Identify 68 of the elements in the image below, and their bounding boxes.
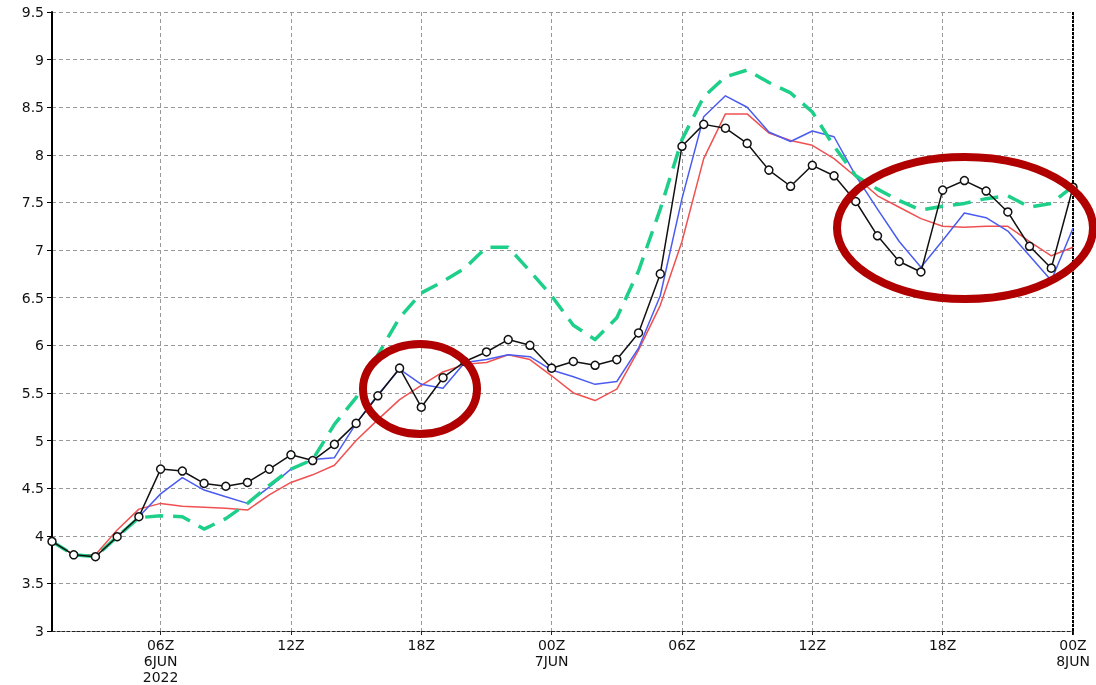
point bbox=[155, 464, 166, 474]
point bbox=[307, 455, 318, 466]
point bbox=[264, 464, 274, 474]
point bbox=[633, 328, 644, 338]
x-tick-label: 06Z 6JUN 2022 bbox=[142, 637, 179, 685]
point bbox=[525, 340, 535, 351]
y-tick-label: 6 bbox=[35, 337, 45, 354]
point bbox=[112, 531, 122, 542]
point bbox=[1024, 241, 1035, 252]
point bbox=[1003, 207, 1013, 217]
x-tick-label: 00Z 7JUN bbox=[534, 637, 569, 669]
x-tick-label: 00Z 8JUN bbox=[1056, 637, 1090, 669]
y-tick-label: 5.5 bbox=[21, 384, 44, 401]
point bbox=[742, 138, 752, 149]
x-tick-label: 12Z bbox=[277, 637, 305, 653]
point bbox=[612, 354, 622, 365]
point bbox=[503, 334, 513, 345]
y-tick-label: 3.5 bbox=[21, 575, 44, 592]
point bbox=[851, 196, 861, 207]
point bbox=[546, 363, 557, 373]
point bbox=[221, 481, 231, 491]
x-tick-label: 18Z bbox=[928, 637, 957, 653]
point bbox=[47, 536, 57, 547]
point bbox=[134, 511, 144, 522]
point bbox=[199, 478, 209, 489]
x-tick-label: 06Z bbox=[668, 637, 696, 653]
y-tick-label: 8 bbox=[35, 146, 44, 163]
point bbox=[90, 551, 101, 562]
point bbox=[981, 186, 991, 196]
y-tick-label: 7 bbox=[35, 242, 44, 259]
point bbox=[698, 119, 709, 130]
point bbox=[242, 477, 253, 488]
point bbox=[1046, 263, 1057, 273]
point bbox=[959, 175, 970, 186]
point bbox=[764, 165, 774, 175]
y-tick-label: 4 bbox=[35, 527, 45, 544]
point bbox=[894, 256, 904, 267]
y-tick-label: 8.5 bbox=[21, 99, 44, 116]
y-tick-label: 3 bbox=[35, 623, 44, 639]
point bbox=[68, 550, 79, 560]
y-tick-label: 9.5 bbox=[21, 4, 44, 20]
point bbox=[590, 360, 600, 371]
point bbox=[785, 181, 796, 192]
point bbox=[394, 363, 405, 373]
x-tick-label: 12Z bbox=[798, 637, 827, 653]
point bbox=[829, 171, 839, 181]
point bbox=[438, 372, 448, 383]
point bbox=[177, 466, 188, 476]
y-tick-label: 7.5 bbox=[21, 194, 44, 211]
point bbox=[677, 141, 687, 152]
point bbox=[807, 160, 818, 171]
point bbox=[916, 267, 926, 277]
point bbox=[655, 269, 666, 279]
point bbox=[351, 418, 361, 429]
point bbox=[416, 402, 427, 412]
point bbox=[568, 356, 579, 367]
point bbox=[720, 123, 731, 133]
point bbox=[373, 391, 383, 401]
x-tick-label: 18Z bbox=[407, 637, 435, 653]
point bbox=[481, 347, 492, 357]
y-tick-label: 6.5 bbox=[21, 289, 44, 306]
y-tick-label: 5 bbox=[35, 432, 44, 449]
y-tick-label: 4.5 bbox=[21, 480, 44, 497]
point bbox=[329, 439, 340, 450]
point bbox=[286, 450, 296, 460]
point bbox=[937, 185, 948, 195]
y-tick-label: 9 bbox=[35, 51, 44, 68]
point bbox=[872, 231, 883, 241]
